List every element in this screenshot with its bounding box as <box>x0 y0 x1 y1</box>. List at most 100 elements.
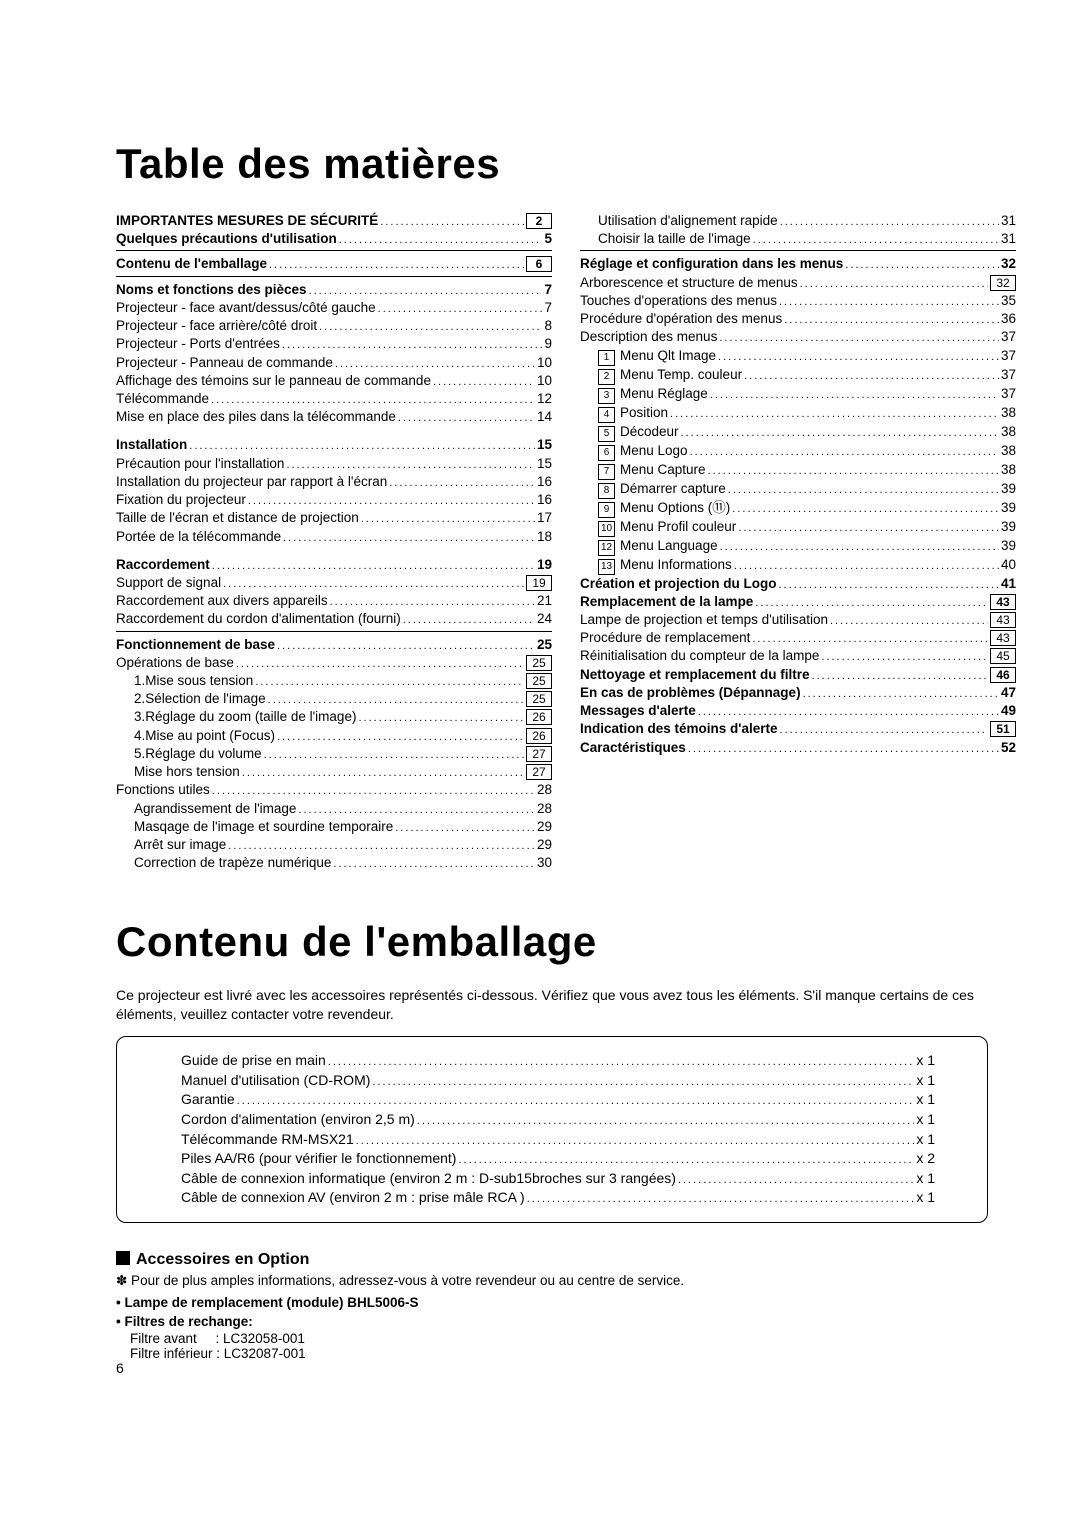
menu-number-badge: 6 <box>598 445 615 461</box>
package-item-qty: x 1 <box>916 1071 935 1091</box>
toc-entry-label: Choisir la taille de l'image <box>598 230 751 248</box>
toc-entry-label: Raccordement aux divers appareils <box>116 592 328 610</box>
toc-entry: Affichage des témoins sur le panneau de … <box>116 372 552 390</box>
toc-entry-label: 5.Réglage du volume <box>134 745 262 763</box>
toc-entry-page: 29 <box>537 836 552 854</box>
toc-entry-page: 7 <box>544 281 552 299</box>
toc-entry-label: Installation <box>116 436 187 454</box>
toc-entry-page: 32 <box>1001 255 1016 273</box>
menu-number-badge: 3 <box>598 388 615 404</box>
toc-entry-label: Mise en place des piles dans la télécomm… <box>116 408 396 426</box>
toc-leader-dots <box>681 423 999 441</box>
package-item: Cordon d'alimentation (environ 2,5 m)x 1 <box>181 1110 935 1130</box>
toc-entry-label: Contenu de l'emballage <box>116 255 267 273</box>
toc-entry-label: Caractéristiques <box>580 739 686 757</box>
toc-entry-page: 7 <box>544 299 552 317</box>
toc-entry-label: Décodeur <box>620 423 679 441</box>
toc-entry-page: 17 <box>537 509 552 527</box>
toc-leader-dots <box>780 720 988 738</box>
toc-leader-dots <box>223 574 524 592</box>
toc-entry-page: 25 <box>526 673 552 689</box>
toc-entry-label: Démarrer capture <box>620 480 726 498</box>
toc-entry: 2.Sélection de l'image25 <box>116 690 552 708</box>
toc-entry-page: 39 <box>1001 480 1016 498</box>
toc-entry-label: Lampe de projection et temps d'utilisati… <box>580 611 828 629</box>
toc-entry-page: 26 <box>526 728 552 744</box>
toc-entry-label: Taille de l'écran et distance de project… <box>116 509 359 527</box>
toc-entry: Quelques précautions d'utilisation5 <box>116 230 552 248</box>
toc-entry-page: 37 <box>1001 328 1016 346</box>
toc-entry-label: En cas de problèmes (Dépannage) <box>580 684 801 702</box>
toc-entry-page: 31 <box>1001 212 1016 230</box>
toc-entry: Opérations de base25 <box>116 654 552 672</box>
toc-entry-label: Installation du projecteur par rapport à… <box>116 473 387 491</box>
toc-leader-dots <box>335 354 535 372</box>
toc-entry-page: 16 <box>537 473 552 491</box>
toc-entry-label: Menu Qlt Image <box>620 347 716 365</box>
toc-entry: Procédure de remplacement43 <box>580 629 1016 647</box>
toc-entry-label: Projecteur - Ports d'entrées <box>116 335 280 353</box>
toc-entry-page: 47 <box>1001 684 1016 702</box>
toc-entry-page: 46 <box>990 667 1016 683</box>
toc-entry-label: Opérations de base <box>116 654 234 672</box>
toc-entry-page: 36 <box>1001 310 1016 328</box>
options-heading-text: Accessoires en Option <box>136 1251 309 1268</box>
toc-entry-label: Remplacement de la lampe <box>580 593 753 611</box>
toc-entry: 1Menu Qlt Image37 <box>580 347 1016 366</box>
toc-columns: IMPORTANTES MESURES DE SÉCURITÉ2Quelques… <box>116 212 988 872</box>
toc-entry-page: 19 <box>526 575 552 591</box>
toc-entry: Portée de la télécommande18 <box>116 528 552 546</box>
toc-entry-page: 27 <box>526 764 552 780</box>
toc-entry-page: 51 <box>990 721 1016 737</box>
toc-entry: Arborescence et structure de menus32 <box>580 274 1016 292</box>
toc-entry-page: 19 <box>537 556 552 574</box>
toc-entry: Description des menus37 <box>580 328 1016 346</box>
toc-entry: Mise en place des piles dans la télécomm… <box>116 408 552 426</box>
toc-entry: Création et projection du Logo41 <box>580 575 1016 593</box>
package-item-qty: x 1 <box>916 1188 935 1208</box>
toc-entry: Remplacement de la lampe43 <box>580 593 1016 611</box>
toc-entry-page: 21 <box>537 592 552 610</box>
leader-dots <box>237 1090 915 1110</box>
toc-entry: 1.Mise sous tension25 <box>116 672 552 690</box>
package-item-label: Câble de connexion informatique (environ… <box>181 1169 676 1189</box>
menu-number-badge: 4 <box>598 407 615 423</box>
toc-leader-dots <box>358 708 524 726</box>
toc-leader-dots <box>398 408 535 426</box>
toc-entry-label: Messages d'alerte <box>580 702 696 720</box>
toc-entry-label: Arrêt sur image <box>134 836 226 854</box>
toc-leader-dots <box>309 281 543 299</box>
toc-leader-dots <box>378 299 543 317</box>
toc-leader-dots <box>800 274 988 292</box>
toc-leader-dots <box>710 385 999 403</box>
toc-leader-dots <box>688 739 999 757</box>
toc-entry: 3Menu Réglage37 <box>580 385 1016 404</box>
option-lamp: • Lampe de remplacement (module) BHL5006… <box>116 1295 988 1310</box>
toc-leader-dots <box>339 230 543 248</box>
toc-leader-dots <box>330 592 535 610</box>
toc-entry-page: 39 <box>1001 499 1016 517</box>
toc-entry-label: Menu Options (⑪) <box>620 499 730 517</box>
toc-leader-dots <box>298 800 535 818</box>
toc-entry-label: Projecteur - face arrière/côté droit <box>116 317 317 335</box>
package-intro: Ce projecteur est livré avec les accesso… <box>116 986 988 1024</box>
toc-separator <box>116 250 552 251</box>
toc-entry: 6Menu Logo38 <box>580 442 1016 461</box>
toc-entry-page: 28 <box>537 781 552 799</box>
toc-entry: Projecteur - face arrière/côté droit8 <box>116 317 552 335</box>
toc-leader-dots <box>779 292 999 310</box>
leader-dots <box>356 1130 915 1150</box>
toc-leader-dots <box>708 461 999 479</box>
toc-entry-page: 12 <box>537 390 552 408</box>
toc-leader-dots <box>738 518 999 536</box>
toc-leader-dots <box>286 455 535 473</box>
toc-separator <box>580 250 1016 251</box>
toc-entry-label: Raccordement <box>116 556 210 574</box>
toc-leader-dots <box>433 372 535 390</box>
toc-entry-label: Masqage de l'image et sourdine temporair… <box>134 818 393 836</box>
package-item: Manuel d'utilisation (CD-ROM) x 1 <box>181 1071 935 1091</box>
package-item-label: Manuel d'utilisation (CD-ROM) <box>181 1071 370 1091</box>
toc-entry-label: Procédure d'opération des menus <box>580 310 782 328</box>
toc-entry: Réinitialisation du compteur de la lampe… <box>580 647 1016 665</box>
toc-entry-label: 4.Mise au point (Focus) <box>134 727 275 745</box>
